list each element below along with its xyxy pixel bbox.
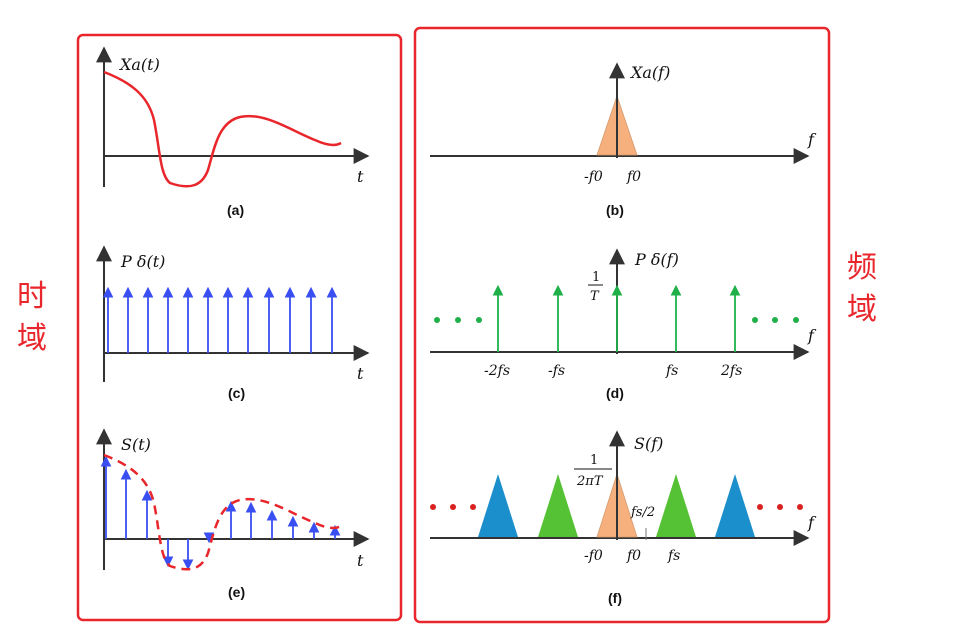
dot [455, 317, 461, 323]
panel-b-tick-pos: f0 [626, 169, 641, 185]
analog-signal-curve [103, 70, 342, 188]
panel-b: Xa(f) f -f0 f0 (b) [430, 62, 817, 218]
panel-f-frac-num: 1 [590, 453, 598, 468]
panel-f: 1 2πT S(f) f fs/2 -f0 f0 fs (f) [430, 430, 817, 606]
panel-b-tick-neg: -f0 [584, 169, 603, 185]
dot [430, 504, 436, 510]
panel-f-tick-fs: fs [667, 548, 680, 564]
panel-d-tick-m2fs: -2fs [484, 363, 510, 379]
panel-e-caption: (e) [228, 584, 245, 600]
panel-c-x-label: t [357, 364, 364, 383]
dot [450, 504, 456, 510]
panel-a-x-label: t [357, 167, 364, 186]
dot [476, 317, 482, 323]
panel-c-caption: (c) [228, 385, 245, 401]
time-domain-label: 时 域 [17, 279, 47, 356]
spectral-replica-blue-right [715, 474, 755, 537]
panel-d-y-label: P δ(f) [634, 250, 679, 269]
frequency-domain-label: 频 域 [847, 250, 877, 327]
panel-c: P δ(t) t (c) [96, 245, 370, 401]
panel-d-tick-fs: fs [665, 363, 678, 379]
panel-f-frac-den: 2πT [576, 474, 604, 489]
panel-a-y-label: Xa(t) [118, 55, 160, 74]
frequency-domain-frame [413, 26, 831, 624]
dot [793, 317, 799, 323]
time-domain-frame [76, 33, 403, 622]
panel-d-tick-2fs: 2fs [720, 363, 742, 379]
spectral-replica-green-left [538, 474, 578, 537]
spectral-replica-green-right [656, 474, 696, 537]
panel-f-y-label: S(f) [634, 434, 663, 453]
panel-d-frac-den: T [590, 289, 600, 304]
panel-b-x-label: f [807, 130, 817, 149]
panel-d-tick-mfs: -fs [548, 363, 565, 379]
panel-f-tick-f0: f0 [626, 548, 641, 564]
panel-b-y-label: Xa(f) [629, 63, 670, 82]
panel-d-x-label: f [807, 326, 817, 345]
sampled-envelope-dashed [103, 453, 342, 571]
dot [434, 317, 440, 323]
panel-f-x-label: f [807, 513, 817, 532]
panel-a-caption: (a) [227, 202, 244, 218]
panel-d-frac-num: 1 [592, 270, 600, 285]
panel-a: Xa(t) t (a) [96, 46, 370, 218]
panel-d-caption: (d) [606, 385, 624, 401]
panel-e: S(t) t (e) [96, 428, 370, 600]
impulse-train [102, 286, 338, 353]
panel-e-y-label: S(t) [121, 435, 151, 454]
panel-b-caption: (b) [606, 202, 624, 218]
dot [752, 317, 758, 323]
dot [470, 504, 476, 510]
spectral-impulse-train [492, 284, 741, 352]
dot [777, 504, 783, 510]
panel-e-x-label: t [357, 551, 364, 570]
sampled-impulses [100, 455, 341, 571]
panel-f-caption: (f) [608, 590, 622, 606]
panel-f-half-label: fs/2 [630, 505, 655, 520]
dot [797, 504, 803, 510]
panel-f-tick-mf0: -f0 [584, 548, 603, 564]
spectral-replica-blue-left [478, 474, 518, 537]
panel-c-y-label: P δ(t) [120, 252, 165, 271]
panel-d: 1 T P δ(f) f -2fs -fs fs 2fs (d) [430, 248, 817, 401]
dot [757, 504, 763, 510]
dot [772, 317, 778, 323]
